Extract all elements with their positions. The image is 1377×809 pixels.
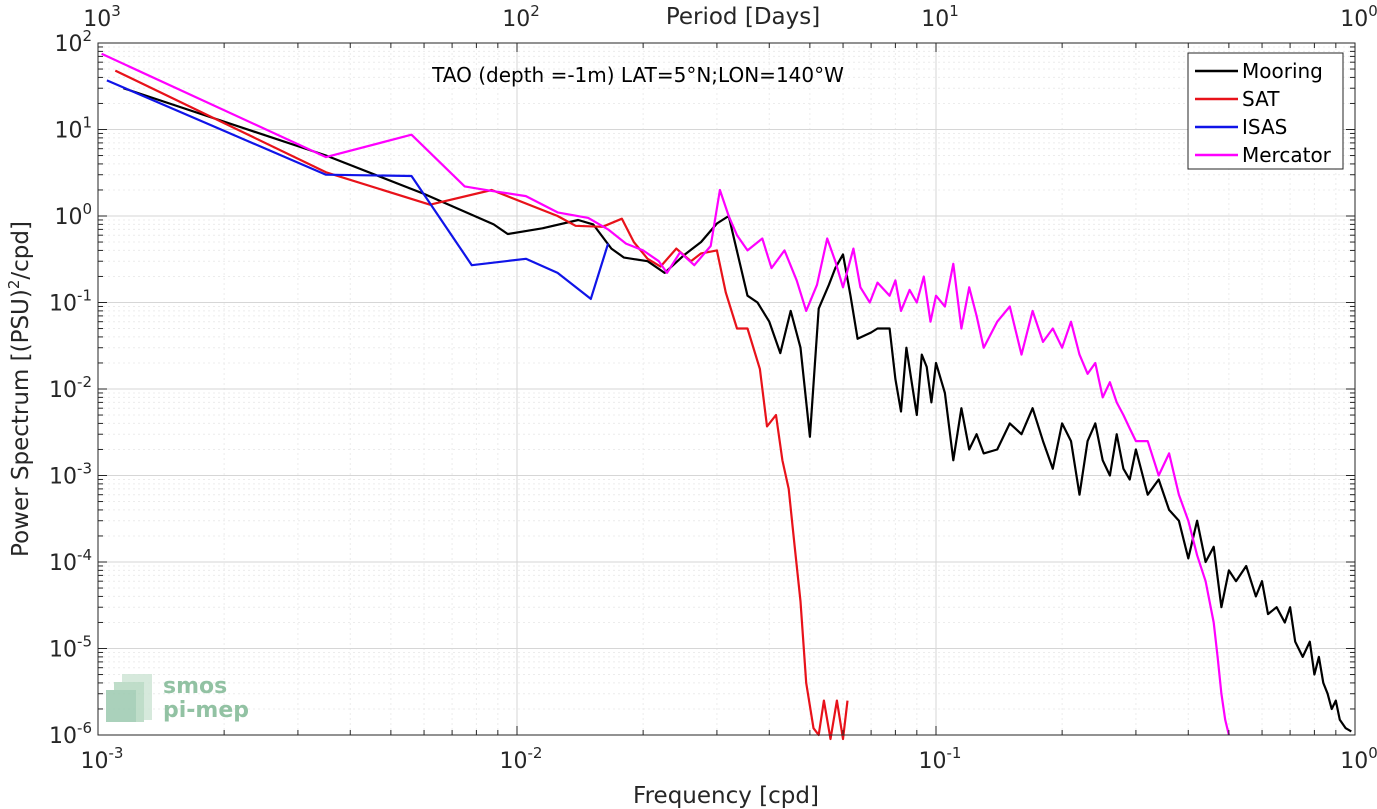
x-tick-label: 10-2 [500, 744, 543, 774]
y-tick-label: 102 [54, 27, 92, 57]
series-line-mooring [123, 87, 1352, 733]
y-tick-label: 10-4 [49, 546, 92, 576]
x-tick-label: 10-1 [919, 744, 962, 774]
smos-pi-mep-logo: smos pi-mep [106, 674, 249, 723]
x-axis-label: Frequency [cpd] [633, 783, 819, 809]
legend: Mooring SAT ISAS Mercator [1187, 52, 1344, 170]
top-tick-label: 103 [83, 2, 121, 32]
chart-title: TAO (depth =-1m) LAT=5°N;LON=140°W [431, 63, 844, 87]
x-tick-label: 100 [1340, 744, 1377, 774]
top-axis-label: Period [Days] [666, 4, 820, 30]
y-tick-label: 10-2 [49, 373, 92, 403]
legend-label-sat: SAT [1242, 87, 1280, 111]
y-tick-label: 100 [54, 200, 92, 230]
legend-label-mercator: Mercator [1242, 143, 1332, 167]
legend-box [1187, 52, 1344, 170]
series-line-isas [106, 79, 610, 300]
y-tick-label: 10-3 [49, 460, 92, 490]
y-tick-label: 101 [54, 114, 92, 144]
top-tick-label: 100 [1340, 2, 1377, 32]
logo-text-smos: smos [163, 674, 227, 699]
top-tick-label: 102 [502, 2, 540, 32]
y-tick-label: 10-1 [49, 287, 92, 317]
y-axis-label: Power Spectrum [(PSU)2/cpd] [5, 221, 34, 557]
series-lines [101, 52, 1352, 741]
series-line-sat [114, 69, 849, 741]
y-tick-label: 10-6 [49, 719, 92, 749]
logo-text-pimep: pi-mep [163, 698, 249, 723]
legend-label-isas: ISAS [1242, 115, 1287, 139]
top-tick-label: 101 [921, 2, 959, 32]
series-line-mercator [101, 52, 1230, 736]
legend-label-mooring: Mooring [1242, 59, 1323, 83]
x-tick-label: 10-3 [81, 744, 124, 774]
y-tick-label: 10-5 [49, 633, 92, 663]
